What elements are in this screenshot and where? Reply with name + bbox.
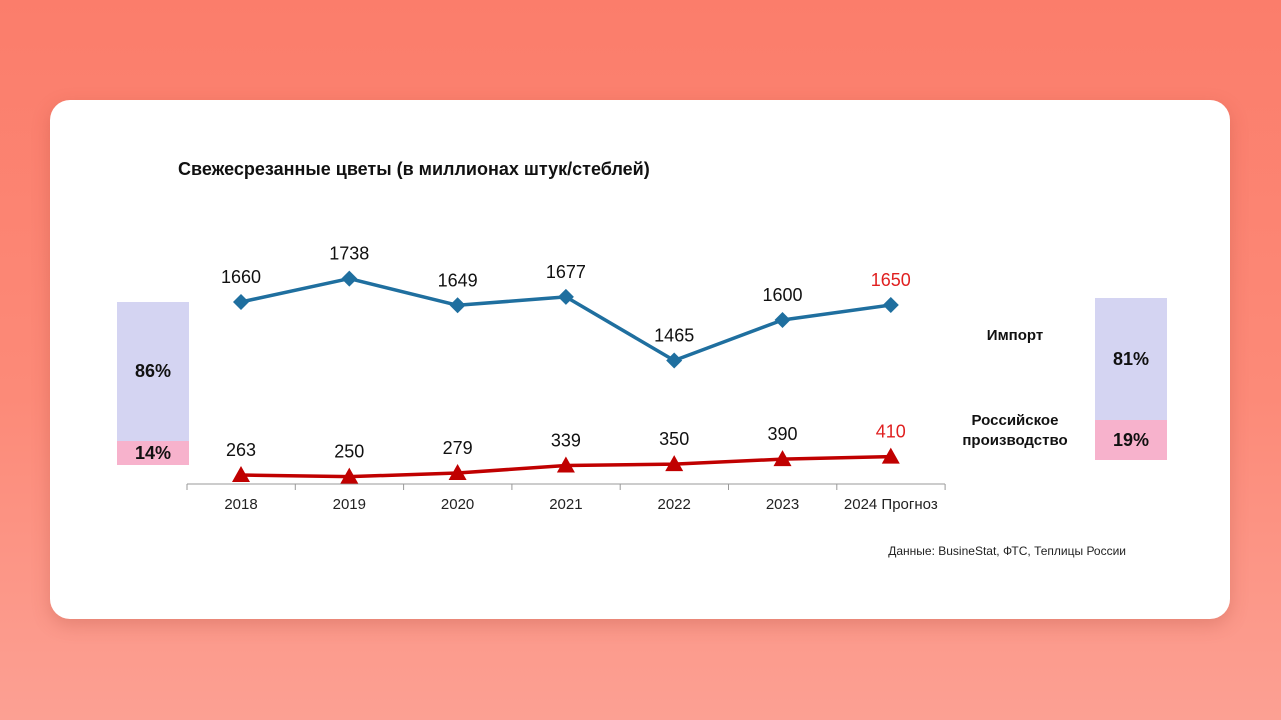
- left-share-domestic: 14%: [117, 441, 189, 465]
- data-point: [233, 294, 249, 310]
- data-label: 410: [876, 422, 906, 442]
- right-share-domestic: 19%: [1095, 420, 1167, 460]
- right-share-domestic-value: 19%: [1112, 429, 1150, 450]
- data-point: [232, 466, 250, 482]
- x-tick-label: 2020: [441, 496, 474, 513]
- x-tick-label: 2022: [658, 496, 691, 513]
- x-tick-label: 2024 Прогноз: [844, 496, 938, 513]
- data-point: [556, 456, 575, 473]
- x-tick-label: 2021: [549, 496, 582, 513]
- data-label: 263: [226, 440, 256, 460]
- data-label: 350: [659, 429, 689, 449]
- data-label: 1660: [221, 267, 261, 287]
- data-source: Данные: BusineStat, ФТС, Теплицы России: [888, 544, 1126, 558]
- data-label: 279: [443, 438, 473, 458]
- data-point: [449, 297, 466, 314]
- left-share-import: 86%: [117, 302, 189, 441]
- data-label: 1465: [654, 326, 694, 346]
- series-label-domestic-line2: производство: [962, 432, 1068, 449]
- data-point: [773, 450, 792, 467]
- chart-card: Свежесрезанные цветы (в миллионах штук/с…: [50, 100, 1230, 619]
- series-label-domestic: Российское производство: [940, 411, 1090, 451]
- data-point: [882, 297, 899, 313]
- data-label: 1677: [546, 262, 586, 282]
- data-point: [665, 455, 684, 472]
- x-tick-label: 2018: [224, 496, 257, 513]
- data-label: 390: [767, 424, 797, 444]
- data-point: [341, 270, 358, 287]
- chart-title: Свежесрезанные цветы (в миллионах штук/с…: [178, 159, 650, 179]
- data-point: [340, 467, 359, 484]
- data-point: [448, 464, 467, 480]
- series-label-import-text: Импорт: [986, 327, 1044, 344]
- x-tick-label: 2019: [333, 496, 366, 513]
- right-share-import-value: 81%: [1112, 348, 1150, 369]
- data-label: 1649: [438, 270, 478, 290]
- data-point: [666, 352, 683, 369]
- right-share-bar: 81% 19%: [1095, 298, 1167, 460]
- line-chart: 2018 2019 2020 2021 2022 2023 2024 Прогноз 1660…: [186, 244, 946, 513]
- series-label-import: Импорт: [960, 327, 1070, 344]
- data-label: 339: [551, 431, 581, 451]
- data-point: [557, 288, 574, 305]
- data-label: 1600: [762, 285, 802, 305]
- data-point: [774, 312, 791, 328]
- series-label-domestic-line1: Российское: [971, 412, 1059, 429]
- data-label: 1650: [871, 270, 911, 290]
- left-share-bar: 86% 14%: [117, 302, 189, 465]
- left-share-import-value: 86%: [134, 361, 172, 381]
- right-share-import: 81%: [1095, 298, 1167, 420]
- x-tick-label: 2023: [766, 496, 799, 513]
- data-label: 1738: [329, 244, 369, 264]
- data-label: 250: [334, 442, 364, 462]
- left-share-domestic-value: 14%: [134, 442, 172, 463]
- data-point: [881, 447, 900, 464]
